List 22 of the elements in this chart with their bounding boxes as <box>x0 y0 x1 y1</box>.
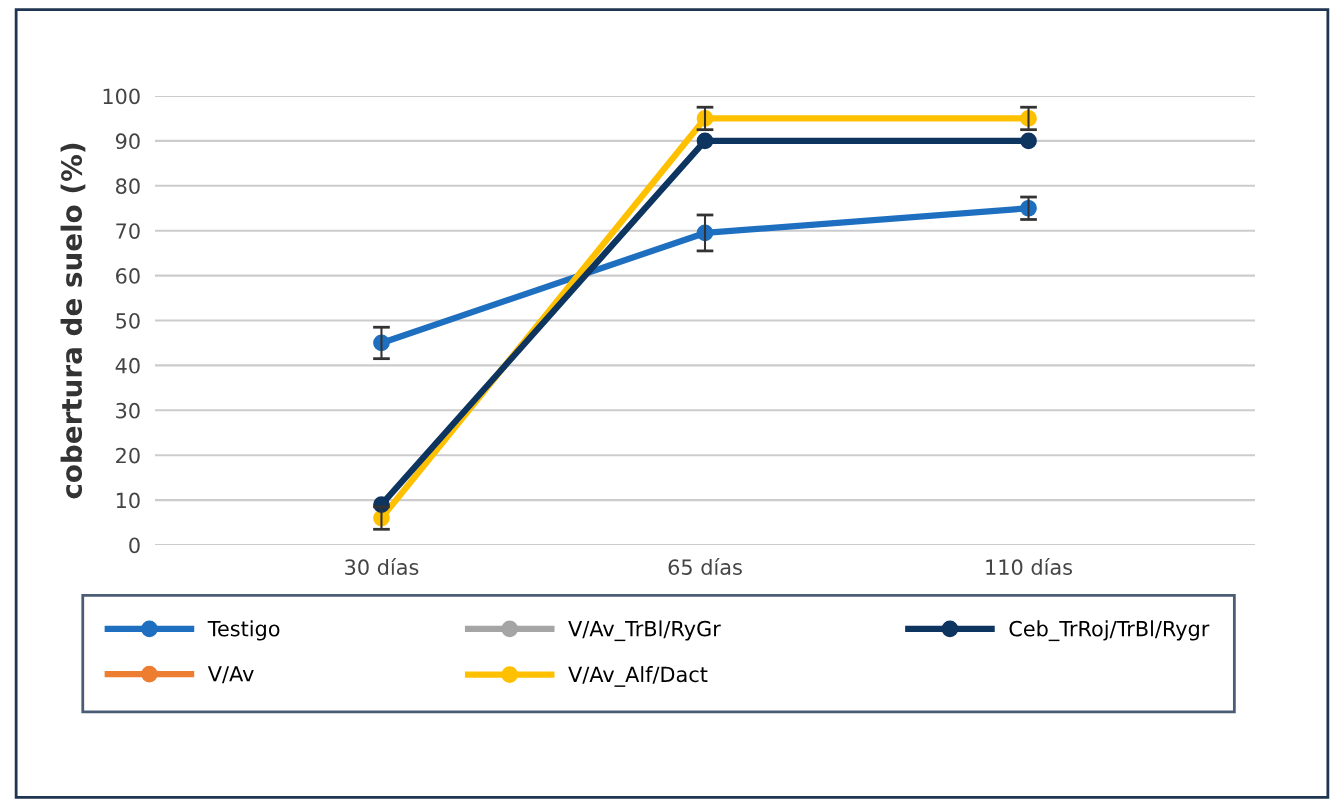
legend-label: V/Av_Alf/Dact <box>568 666 708 687</box>
y-tick-label: 60 <box>116 268 140 284</box>
y-tick-label: 80 <box>116 178 140 195</box>
y-tick-label: 10 <box>116 492 140 509</box>
y-tick-label: 50 <box>116 312 140 329</box>
y-tick-label: 70 <box>116 223 140 239</box>
y-tick-label: 40 <box>115 357 140 374</box>
legend-label: Testigo <box>207 620 280 641</box>
y-axis-title: cobertura de suelo (%) <box>60 143 86 499</box>
x-tick-label: 110 días <box>986 558 1073 576</box>
legend-label: V/Av <box>207 666 254 684</box>
x-tick-label: 65 días <box>668 558 742 576</box>
y-tick-label: 30 <box>116 402 140 419</box>
y-tick-label: 20 <box>116 447 140 464</box>
y-tick-label: 100 <box>103 88 140 105</box>
y-tick-label: 90 <box>115 133 140 150</box>
legend-label: Ceb_TrRoj/TrBl/Rygr <box>1009 620 1210 642</box>
point <box>1020 132 1037 150</box>
x-tick-label: 30 días <box>345 558 419 576</box>
y-tick-label: 0 <box>129 537 140 554</box>
point <box>696 132 714 150</box>
legend-label: V/Av_TrBl/RyGr <box>568 620 721 642</box>
